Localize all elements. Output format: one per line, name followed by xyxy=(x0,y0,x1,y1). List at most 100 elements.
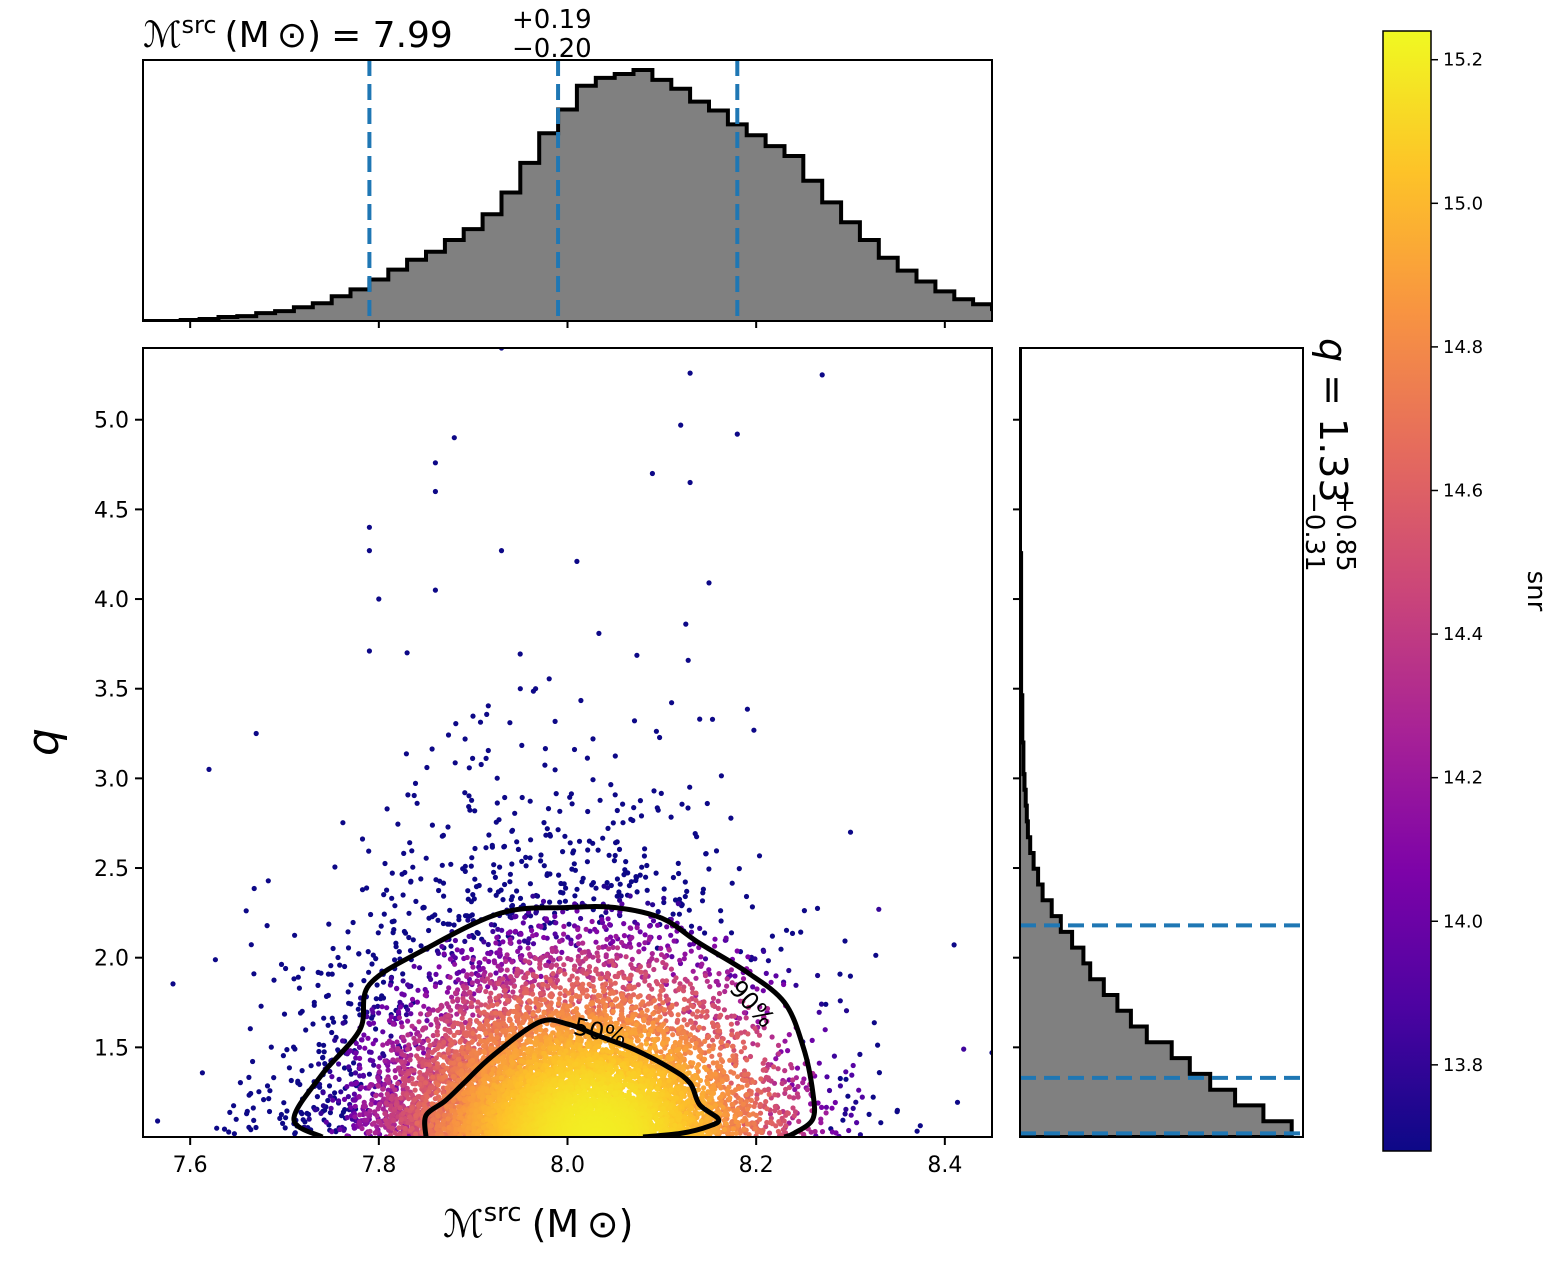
scatter-point xyxy=(445,1050,451,1056)
scatter-point xyxy=(530,983,536,989)
scatter-point xyxy=(763,970,769,977)
scatter-point xyxy=(627,893,633,899)
scatter-point xyxy=(406,1096,412,1102)
scatter-point xyxy=(575,926,581,933)
scatter-point xyxy=(725,969,731,975)
scatter-point xyxy=(396,1132,402,1137)
scatter-point xyxy=(547,978,553,984)
scatter-point xyxy=(606,852,612,858)
scatter-point xyxy=(455,996,461,1002)
scatter-point xyxy=(365,949,371,955)
scatter-point xyxy=(464,972,470,978)
scatter-point xyxy=(782,1068,788,1074)
scatter-point xyxy=(469,980,475,986)
scatter-point xyxy=(543,916,550,922)
scatter-point xyxy=(494,1028,500,1034)
scatter-point xyxy=(416,1019,422,1025)
scatter-point xyxy=(755,1087,761,1093)
scatter-point xyxy=(586,964,593,970)
scatter-point xyxy=(365,1035,371,1041)
scatter-point xyxy=(430,1032,436,1039)
scatter-point xyxy=(562,898,569,904)
scatter-point xyxy=(681,984,687,990)
scatter-point xyxy=(512,1008,518,1015)
scatter-point xyxy=(547,831,553,838)
scatter-point xyxy=(268,1044,274,1050)
scatter-point xyxy=(442,1073,448,1079)
scatter-point xyxy=(320,1090,326,1096)
scatter-point xyxy=(727,1095,733,1101)
scatter-point xyxy=(815,1100,821,1106)
scatter-point xyxy=(356,1094,362,1100)
scatter-point xyxy=(340,1038,346,1044)
scatter-point xyxy=(396,1125,402,1131)
scatter-point xyxy=(247,1026,253,1032)
scatter-point xyxy=(650,902,656,908)
scatter-point xyxy=(620,801,626,807)
scatter-point xyxy=(445,732,452,738)
scatter-point xyxy=(351,1091,357,1097)
scatter-point xyxy=(344,1114,350,1121)
scatter-point xyxy=(523,974,529,981)
scatter-point xyxy=(540,981,546,988)
scatter-point xyxy=(492,874,498,881)
scatter-point xyxy=(690,1025,696,1031)
scatter-point xyxy=(775,1042,782,1048)
scatter-point xyxy=(556,1000,562,1007)
scatter-point xyxy=(475,972,481,979)
scatter-point xyxy=(325,971,331,977)
scatter-point xyxy=(426,927,432,934)
scatter-point xyxy=(837,998,843,1004)
scatter-point xyxy=(542,997,548,1003)
scatter-point xyxy=(221,1126,228,1132)
scatter-point xyxy=(627,925,633,931)
scatter-point xyxy=(706,971,713,977)
scatter-point xyxy=(857,1132,863,1137)
scatter-point xyxy=(627,998,634,1005)
scatter-point xyxy=(670,874,677,881)
scatter-point xyxy=(790,1077,796,1083)
scatter-point xyxy=(847,829,854,835)
scatter-point xyxy=(744,1121,751,1127)
scatter-point xyxy=(763,1099,769,1105)
scatter-point xyxy=(267,1088,273,1094)
scatter-point xyxy=(483,988,489,995)
scatter-point xyxy=(571,861,577,867)
scatter-point xyxy=(440,920,446,927)
scatter-point xyxy=(412,1096,418,1102)
scatter-point xyxy=(374,982,380,988)
scatter-point xyxy=(554,977,561,984)
scatter-point xyxy=(702,1064,708,1070)
scatter-point xyxy=(409,848,415,854)
scatter-point xyxy=(337,962,343,968)
scatter-point xyxy=(612,852,618,859)
scatter-point xyxy=(748,1097,754,1103)
scatter-point xyxy=(786,967,792,974)
scatter-point xyxy=(687,370,693,376)
scatter-point xyxy=(588,1001,594,1007)
scatter-point xyxy=(744,1082,750,1088)
scatter-point xyxy=(696,1000,702,1006)
scatter-point xyxy=(561,931,567,937)
scatter-point xyxy=(610,820,616,826)
scatter-point xyxy=(469,971,475,977)
scatter-point xyxy=(408,1052,414,1058)
scatter-point xyxy=(716,971,722,977)
scatter-point xyxy=(435,917,441,923)
scatter-point xyxy=(296,985,302,991)
scatter-point xyxy=(473,1050,480,1056)
scatter-point xyxy=(460,968,466,974)
scatter-point xyxy=(466,765,472,771)
scatter-point xyxy=(954,1099,961,1105)
scatter-point xyxy=(658,945,664,952)
scatter-point xyxy=(384,1040,390,1046)
scatter-point xyxy=(409,1105,415,1111)
scatter-point xyxy=(489,1060,496,1066)
scatter-point xyxy=(749,904,756,910)
scatter-point xyxy=(917,1123,923,1129)
scatter-point xyxy=(541,863,547,869)
scatter-point xyxy=(713,978,719,985)
scatter-point xyxy=(734,948,740,954)
scatter-point xyxy=(493,995,499,1001)
scatter-point xyxy=(847,973,854,979)
